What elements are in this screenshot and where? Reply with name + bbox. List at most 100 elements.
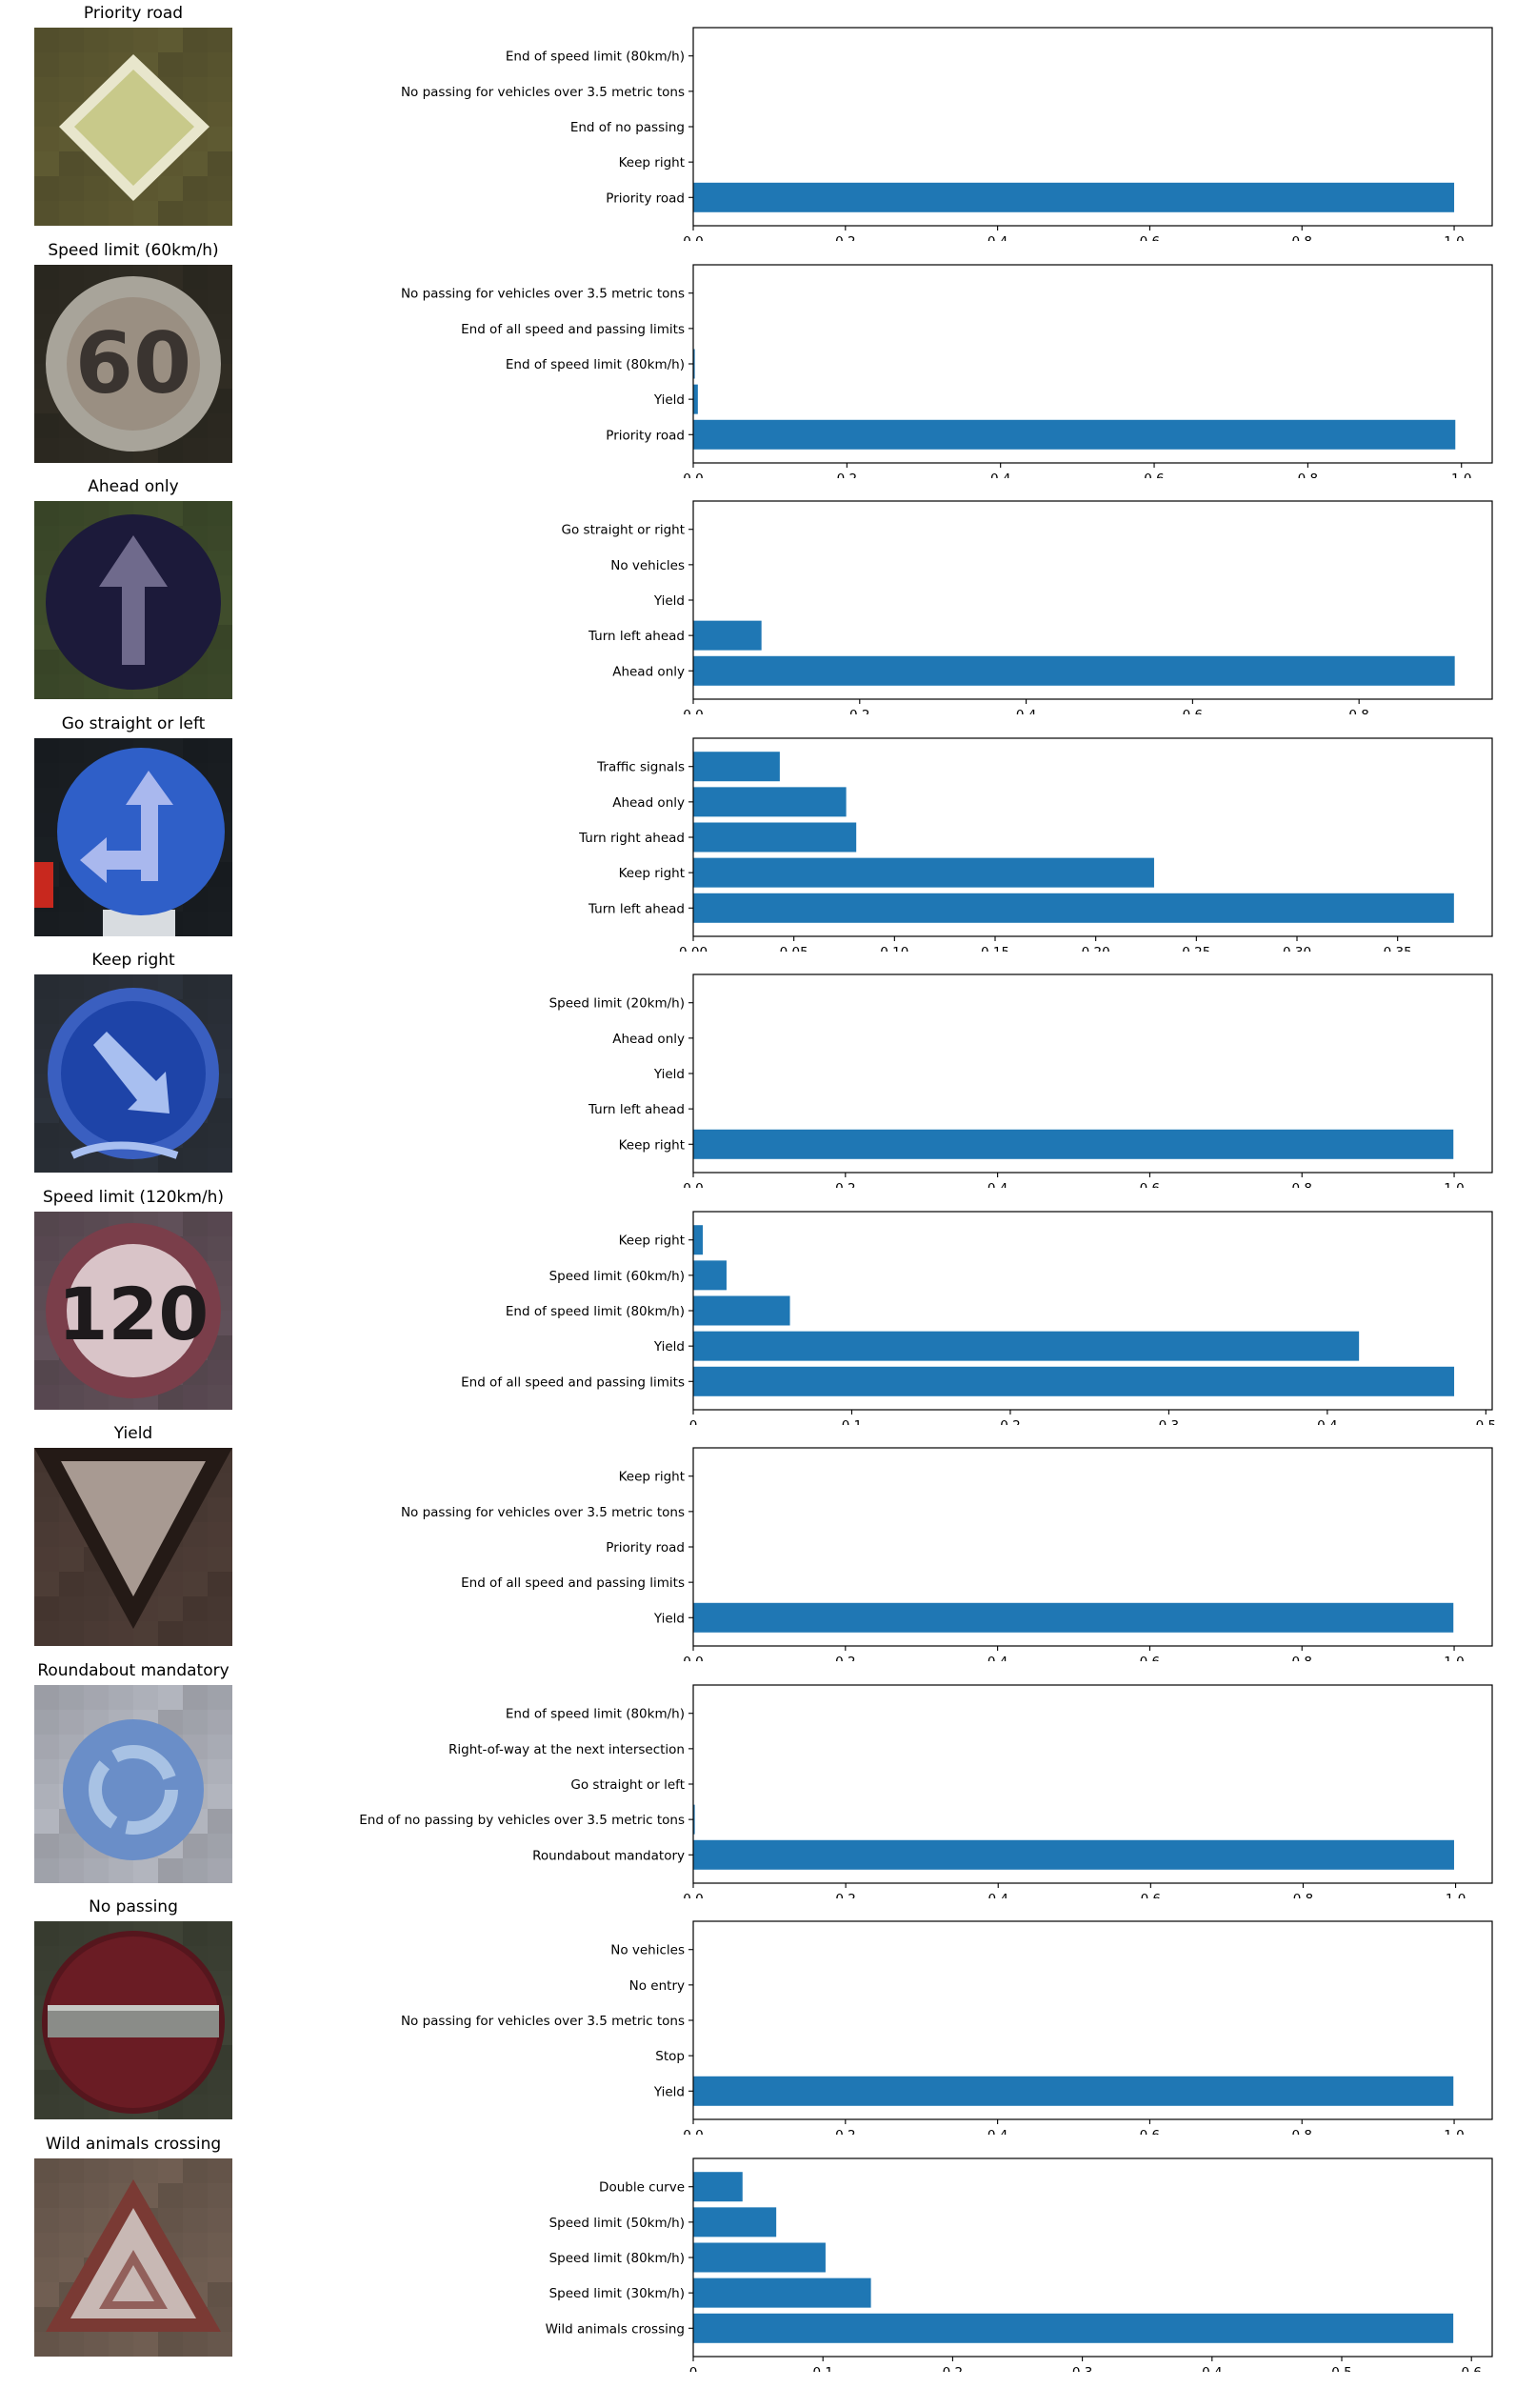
- panel-row: Wild animals crossing Wild animals crossi…: [0, 2131, 1516, 2372]
- y-tick-label: Keep right: [619, 155, 685, 171]
- bar: [693, 1839, 1454, 1870]
- panel-row: Speed limit (120km/h) 120 End of all speed…: [0, 1184, 1516, 1425]
- y-tick-label: Turn right ahead: [578, 831, 685, 846]
- y-tick-label: Keep right: [619, 1234, 685, 1249]
- y-tick-label: Speed limit (80km/h): [549, 2251, 685, 2266]
- x-tick-label: 0.6: [1144, 472, 1164, 478]
- x-tick-label: 0.6: [1461, 2365, 1481, 2372]
- y-tick-label: Turn left ahead: [588, 901, 685, 916]
- x-tick-label: 0.2: [1000, 1418, 1020, 1425]
- bar-chart: Ahead only Turn left ahead Yield No vehicle…: [562, 500, 1493, 714]
- x-tick-label: 0.6: [1140, 1655, 1160, 1661]
- x-tick-label: 1.0: [1446, 1892, 1466, 1898]
- y-tick-label: Priority road: [606, 191, 685, 206]
- bar: [693, 1129, 1454, 1159]
- panel-row: Yield Yield End of all speed and passing l…: [0, 1420, 1516, 1661]
- x-tick-label: 0.4: [987, 1181, 1007, 1188]
- sign-disc: [63, 1719, 204, 1860]
- y-tick-label: No passing for vehicles over 3.5 metric …: [401, 2014, 685, 2029]
- bar: [693, 893, 1454, 923]
- bar: [693, 655, 1455, 686]
- bar-chart: End of all speed and passing limits Yield…: [461, 1211, 1496, 1425]
- panel-row: Ahead only Ahead only Turn left ahead Yield…: [0, 473, 1516, 714]
- y-tick-label: Roundabout mandatory: [532, 1848, 685, 1863]
- bar-chart: Keep right Turn left ahead Yield Ahead only…: [549, 973, 1493, 1188]
- sign-digits: 120: [58, 1272, 209, 1356]
- x-tick-label: 0.25: [1182, 945, 1210, 952]
- bar: [693, 2313, 1454, 2343]
- sign-title: Priority road: [83, 4, 184, 23]
- bar: [693, 752, 780, 782]
- y-tick-label: Go straight or right: [562, 523, 685, 538]
- y-tick-label: Ahead only: [612, 1032, 685, 1047]
- bar: [693, 349, 695, 379]
- y-tick-label: Yield: [653, 1611, 685, 1626]
- sign-image: [34, 1921, 232, 2119]
- sign-image: [34, 28, 232, 226]
- x-tick-label: 0.10: [880, 945, 908, 952]
- bar: [693, 1225, 703, 1255]
- axes-frame: [692, 1211, 1493, 1411]
- x-tick-label: 1.0: [1444, 1655, 1464, 1661]
- panel-row: Speed limit (60km/h) 60 Priority road Yield…: [0, 237, 1516, 478]
- x-tick-label: 0.00: [679, 945, 708, 952]
- y-tick-label: Speed limit (60km/h): [549, 1269, 685, 1284]
- y-tick-label: Keep right: [619, 1470, 685, 1485]
- x-tick-label: 0.2: [835, 2128, 855, 2135]
- arrow-down-right-icon: [93, 1032, 170, 1114]
- axes-frame: [692, 973, 1493, 1174]
- y-tick-label: Traffic signals: [596, 760, 685, 775]
- x-tick-label: 0.0: [683, 708, 703, 714]
- speed-limit-sign: 120: [34, 1212, 232, 1410]
- x-tick-label: 0.1: [812, 2365, 832, 2372]
- x-tick-label: 0.6: [1183, 708, 1203, 714]
- x-tick-label: 0.4: [990, 472, 1010, 478]
- sign-image: [34, 974, 232, 1173]
- y-tick-label: No passing for vehicles over 3.5 metric …: [401, 1505, 685, 1520]
- roundabout-sign: [34, 1685, 232, 1883]
- y-tick-label: Turn left ahead: [588, 1102, 685, 1117]
- x-tick-label: 0.6: [1140, 2128, 1160, 2135]
- sign-title: Wild animals crossing: [45, 2135, 222, 2154]
- x-tick-label: 0.4: [987, 1892, 1007, 1898]
- x-tick-label: 0: [689, 1418, 698, 1425]
- panel-row: Keep right Keep right Turn left ahead Yield…: [0, 947, 1516, 1188]
- x-tick-label: 0.6: [1140, 234, 1160, 241]
- sign-image: 120: [34, 1212, 232, 1410]
- x-tick-label: 0.5: [1476, 1418, 1496, 1425]
- x-tick-label: 0.0: [683, 472, 703, 478]
- sign-title: No passing: [89, 1897, 178, 1916]
- x-tick-label: 0.8: [1291, 1655, 1311, 1661]
- sign-image: [34, 2158, 232, 2357]
- bar: [693, 620, 762, 651]
- x-tick-label: 0.6: [1141, 1892, 1161, 1898]
- priority-road-sign: [34, 28, 232, 226]
- bar: [693, 1260, 727, 1291]
- y-tick-label: Yield: [653, 1339, 685, 1354]
- x-tick-label: 0.2: [849, 708, 869, 714]
- x-tick-label: 0.2: [837, 472, 857, 478]
- y-tick-label: Yield: [653, 1067, 685, 1082]
- y-tick-label: Ahead only: [612, 664, 685, 679]
- y-tick-label: End of all speed and passing limits: [461, 1375, 685, 1390]
- x-tick-label: 0.4: [987, 234, 1007, 241]
- x-tick-label: 0.0: [683, 1181, 703, 1188]
- x-tick-label: 0.0: [683, 2128, 703, 2135]
- sign-image: [34, 1685, 232, 1883]
- bar: [693, 2076, 1454, 2106]
- sign-image: [34, 738, 232, 936]
- y-tick-label: Priority road: [606, 428, 685, 443]
- axes-frame: [692, 27, 1493, 227]
- y-tick-label: Yield: [653, 392, 685, 408]
- arrow-up-icon: [126, 771, 173, 881]
- bar-chart: Yield Stop No passing for vehicles over 3.…: [401, 1920, 1493, 2135]
- bar: [693, 182, 1455, 212]
- x-tick-label: 0.8: [1293, 1892, 1313, 1898]
- x-tick-label: 0.0: [683, 1892, 703, 1898]
- x-tick-label: 0.8: [1291, 234, 1311, 241]
- ahead-only-sign: [34, 501, 232, 699]
- y-tick-label: Keep right: [619, 1137, 685, 1153]
- x-tick-label: 1.0: [1444, 1181, 1464, 1188]
- sign-image: [34, 501, 232, 699]
